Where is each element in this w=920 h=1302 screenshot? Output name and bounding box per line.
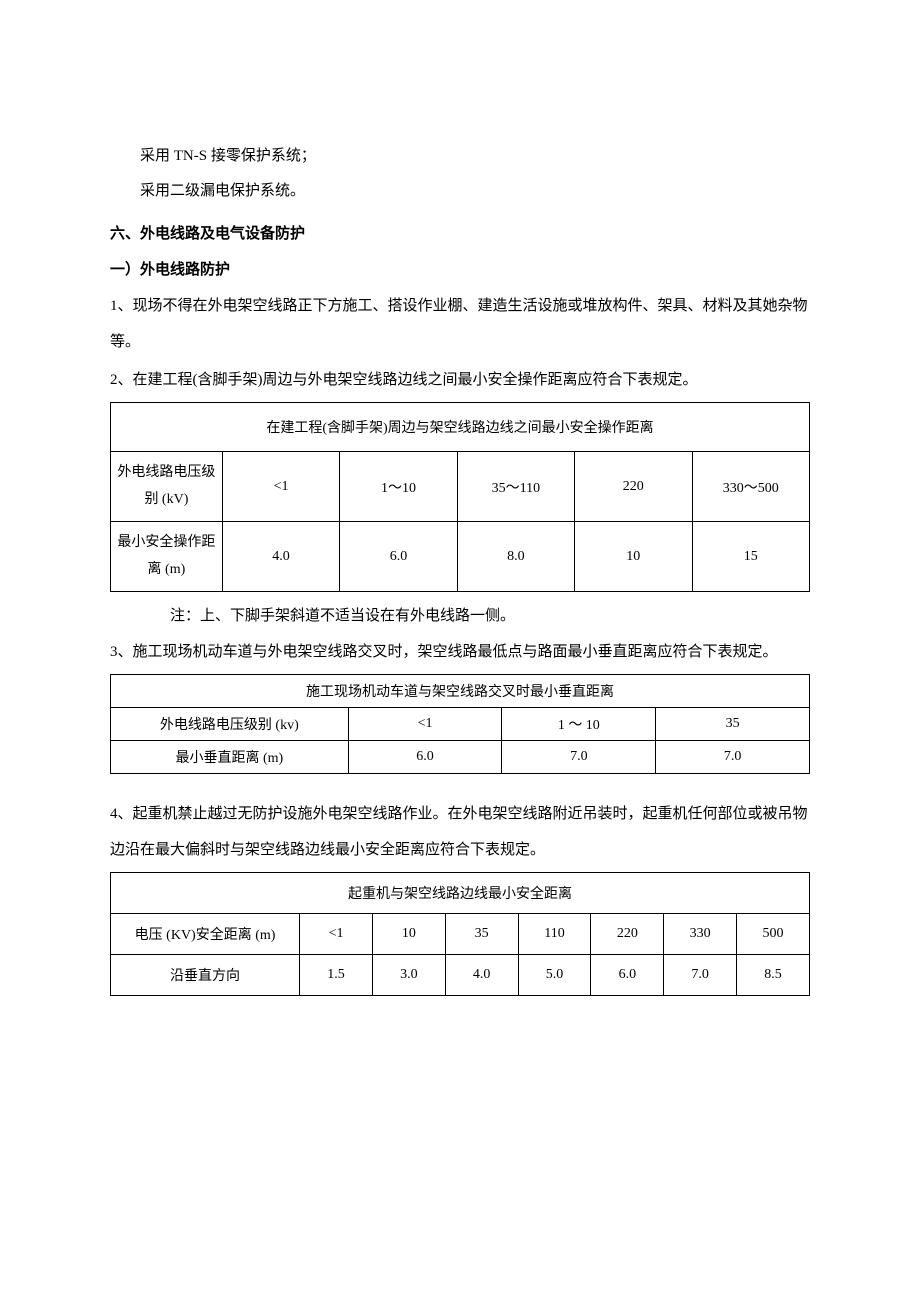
section-6-p2: 2、在建工程(含脚手架)周边与外电架空线路边线之间最小安全操作距离应符合下表规定… bbox=[110, 362, 810, 398]
table-1-note: 注：上、下脚手架斜道不适当设在有外电线路一侧。 bbox=[110, 598, 810, 634]
table-3-row1-v5: 330 bbox=[664, 914, 737, 955]
table-1-row1-v2: 35～110 bbox=[457, 452, 574, 522]
table-2-row2-v1: 7.0 bbox=[502, 741, 656, 774]
table-3-row1-v0: <1 bbox=[300, 914, 373, 955]
table-2-title: 施工现场机动车道与架空线路交叉时最小垂直距离 bbox=[111, 675, 810, 708]
table-2-row2-label: 最小垂直距离 (m) bbox=[111, 741, 349, 774]
table-3-row2-v4: 6.0 bbox=[591, 955, 664, 996]
table-3-row-voltage: 电压 (KV)安全距离 (m) <1 10 35 110 220 330 500 bbox=[111, 914, 810, 955]
table-2: 施工现场机动车道与架空线路交叉时最小垂直距离 外电线路电压级别 (kv) <1 … bbox=[110, 674, 810, 774]
table-3-row2-v5: 7.0 bbox=[664, 955, 737, 996]
table-2-row1-v1: 1 ～ 10 bbox=[502, 708, 656, 741]
table-3-row1-v1: 10 bbox=[372, 914, 445, 955]
table-3-row1-v2: 35 bbox=[445, 914, 518, 955]
table-1-row1-label: 外电线路电压级别 (kV) bbox=[111, 452, 223, 522]
table-1-row2-v3: 10 bbox=[575, 522, 692, 592]
table-2-row2-v0: 6.0 bbox=[348, 741, 502, 774]
table-3-row2-label: 沿垂直方向 bbox=[111, 955, 300, 996]
section-6-heading: 六、外电线路及电气设备防护 bbox=[110, 216, 810, 252]
intro-line-1: 采用 TN-S 接零保护系统； bbox=[110, 140, 810, 173]
section-6-sub1: 一）外电线路防护 bbox=[110, 252, 810, 288]
intro-line-2: 采用二级漏电保护系统。 bbox=[110, 175, 810, 208]
table-1-row1-v1: 1～10 bbox=[340, 452, 457, 522]
table-2-row-distance: 最小垂直距离 (m) 6.0 7.0 7.0 bbox=[111, 741, 810, 774]
table-3-title-row: 起重机与架空线路边线最小安全距离 bbox=[111, 873, 810, 914]
table-2-row1-label: 外电线路电压级别 (kv) bbox=[111, 708, 349, 741]
table-2-row2-v2: 7.0 bbox=[656, 741, 810, 774]
section-6-p3: 3、施工现场机动车道与外电架空线路交叉时，架空线路最低点与路面最小垂直距离应符合… bbox=[110, 634, 810, 670]
table-1-row2-v2: 8.0 bbox=[457, 522, 574, 592]
table-3: 起重机与架空线路边线最小安全距离 电压 (KV)安全距离 (m) <1 10 3… bbox=[110, 872, 810, 996]
table-1-row-voltage: 外电线路电压级别 (kV) <1 1～10 35～110 220 330～500 bbox=[111, 452, 810, 522]
table-3-row1-v4: 220 bbox=[591, 914, 664, 955]
table-3-row2-v3: 5.0 bbox=[518, 955, 591, 996]
table-2-row1-v2: 35 bbox=[656, 708, 810, 741]
table-2-row1-v0: <1 bbox=[348, 708, 502, 741]
table-3-row2-v6: 8.5 bbox=[737, 955, 810, 996]
table-1-row1-v0: <1 bbox=[222, 452, 339, 522]
table-3-row1-v6: 500 bbox=[737, 914, 810, 955]
table-1-title-row: 在建工程(含脚手架)周边与架空线路边线之间最小安全操作距离 bbox=[111, 403, 810, 452]
table-1-row2-v1: 6.0 bbox=[340, 522, 457, 592]
table-3-row2-v0: 1.5 bbox=[300, 955, 373, 996]
table-3-row1-label: 电压 (KV)安全距离 (m) bbox=[111, 914, 300, 955]
table-1-row-distance: 最小安全操作距离 (m) 4.0 6.0 8.0 10 15 bbox=[111, 522, 810, 592]
table-3-row2-v2: 4.0 bbox=[445, 955, 518, 996]
table-1-row2-label: 最小安全操作距离 (m) bbox=[111, 522, 223, 592]
table-1: 在建工程(含脚手架)周边与架空线路边线之间最小安全操作距离 外电线路电压级别 (… bbox=[110, 402, 810, 592]
table-1-row2-v0: 4.0 bbox=[222, 522, 339, 592]
table-3-row1-v3: 110 bbox=[518, 914, 591, 955]
table-1-row1-v4: 330～500 bbox=[692, 452, 809, 522]
section-6-p1: 1、现场不得在外电架空线路正下方施工、搭设作业棚、建造生活设施或堆放构件、架具、… bbox=[110, 288, 810, 360]
table-2-title-row: 施工现场机动车道与架空线路交叉时最小垂直距离 bbox=[111, 675, 810, 708]
table-3-row2-v1: 3.0 bbox=[372, 955, 445, 996]
table-1-title: 在建工程(含脚手架)周边与架空线路边线之间最小安全操作距离 bbox=[111, 403, 810, 452]
table-3-title: 起重机与架空线路边线最小安全距离 bbox=[111, 873, 810, 914]
spacer bbox=[110, 780, 810, 796]
table-1-row2-v4: 15 bbox=[692, 522, 809, 592]
table-2-row-voltage: 外电线路电压级别 (kv) <1 1 ～ 10 35 bbox=[111, 708, 810, 741]
table-3-row-vertical: 沿垂直方向 1.5 3.0 4.0 5.0 6.0 7.0 8.5 bbox=[111, 955, 810, 996]
table-1-row1-v3: 220 bbox=[575, 452, 692, 522]
section-6-p4: 4、起重机禁止越过无防护设施外电架空线路作业。在外电架空线路附近吊装时，起重机任… bbox=[110, 796, 810, 868]
